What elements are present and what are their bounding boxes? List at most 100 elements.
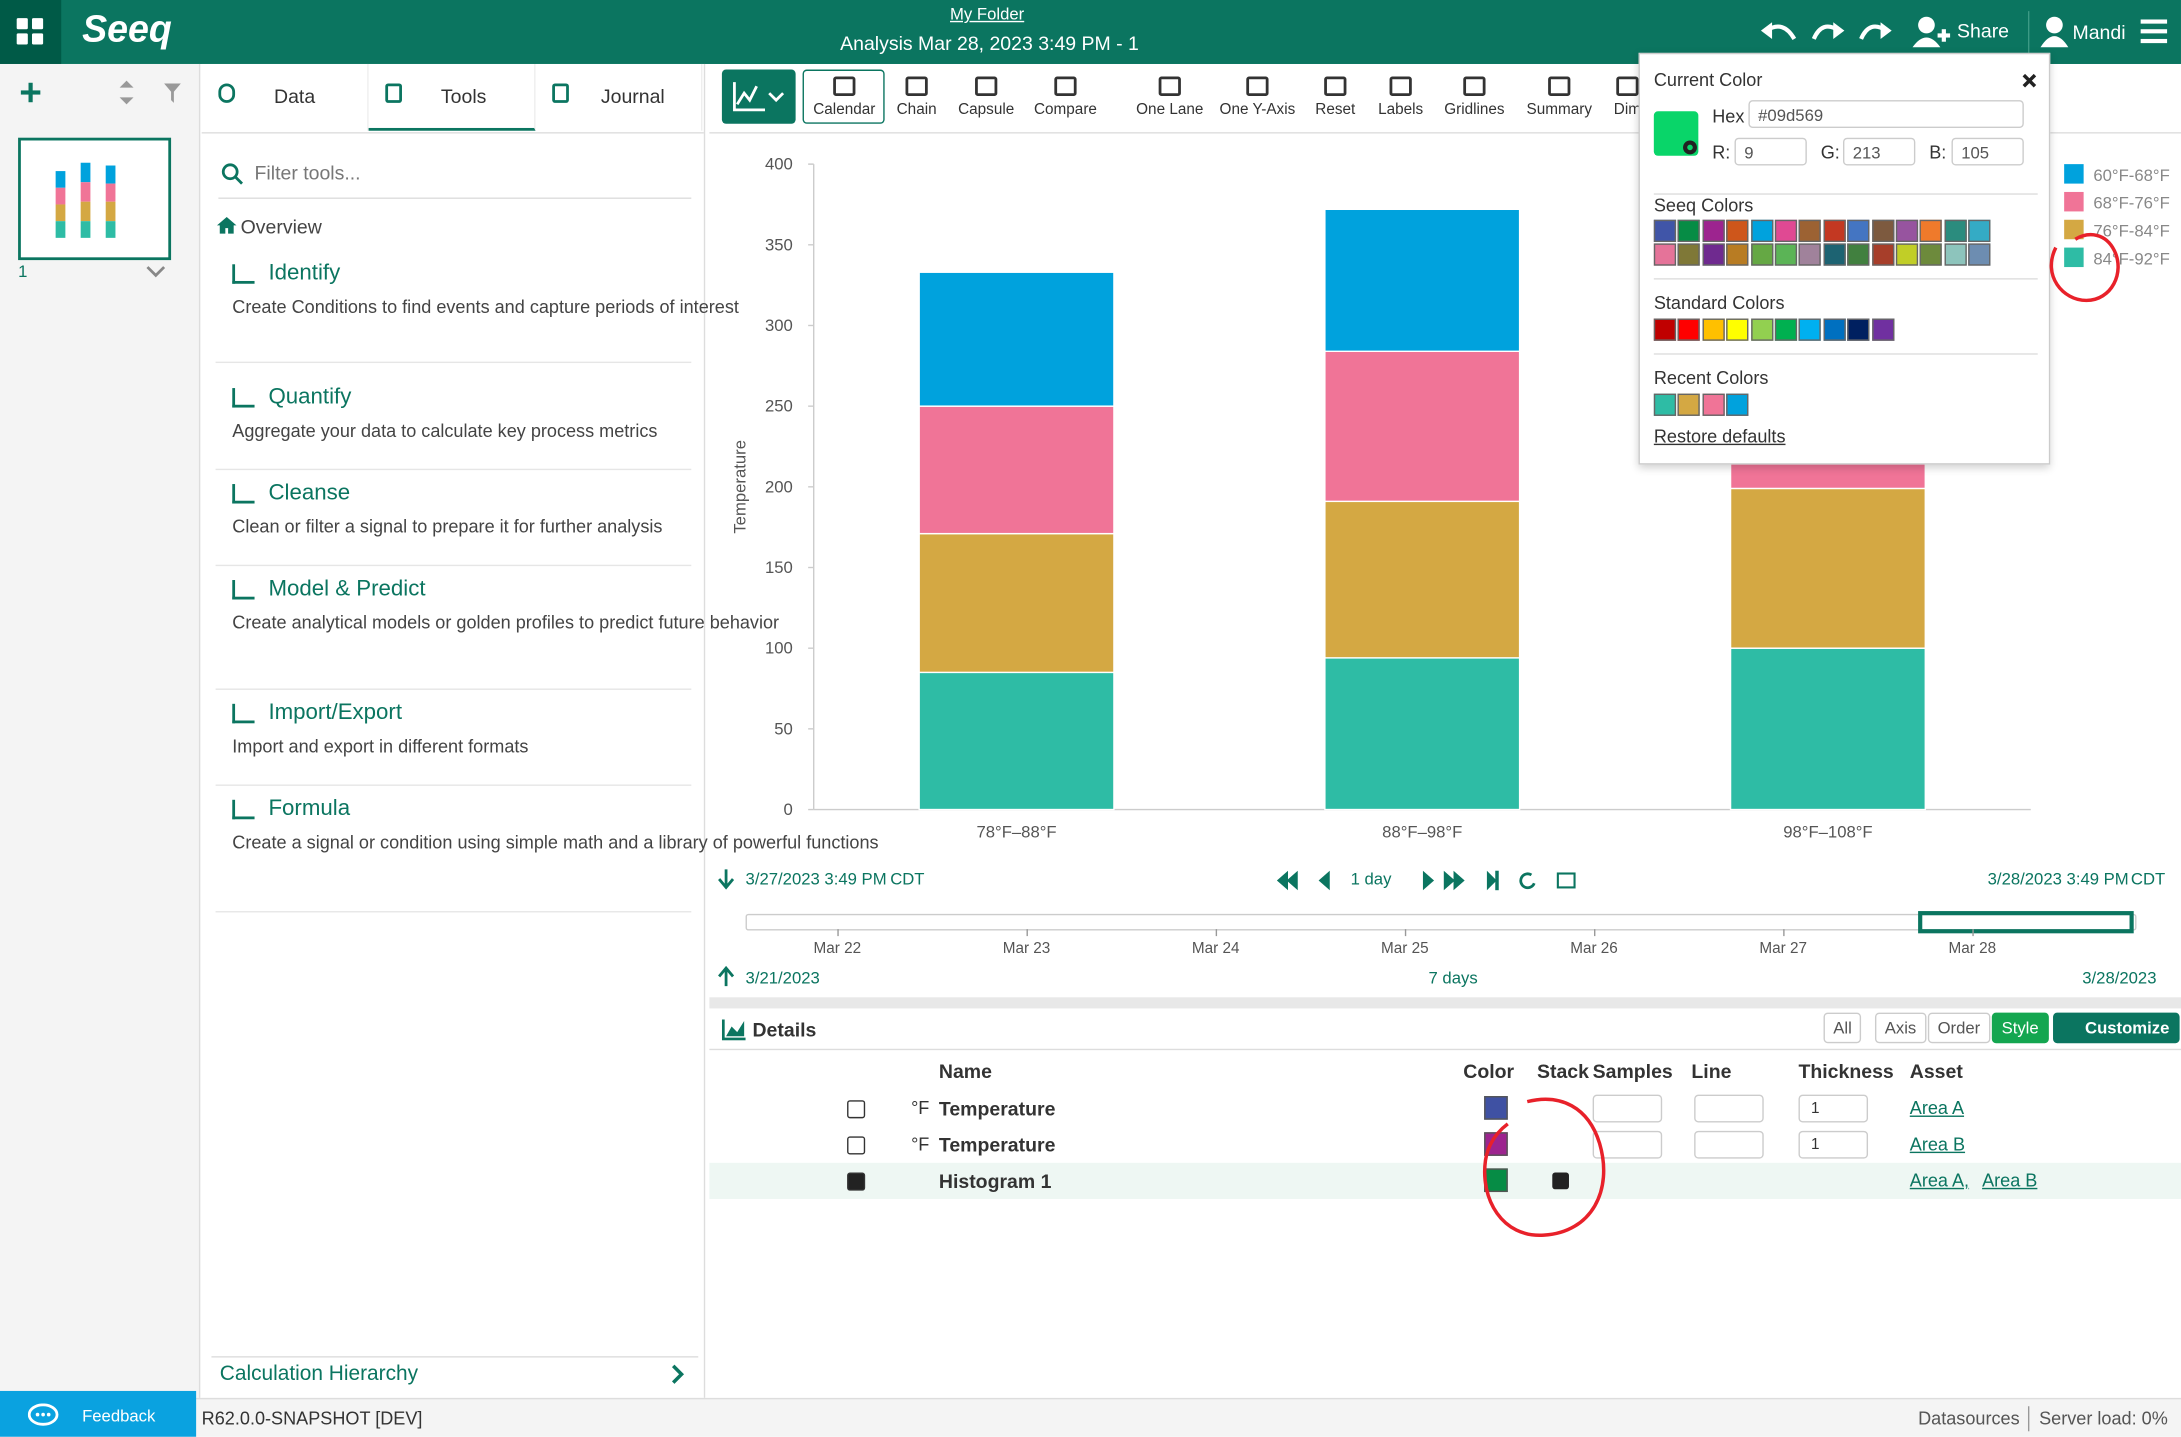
apps-button[interactable]	[0, 0, 62, 64]
column-header[interactable]: Asset	[1909, 1059, 1963, 1083]
color-option[interactable]	[1750, 219, 1773, 243]
overview-link[interactable]: Overview	[240, 215, 322, 238]
worksheet-dropdown[interactable]	[146, 264, 166, 278]
color-option[interactable]	[1871, 219, 1894, 243]
color-option[interactable]	[1726, 243, 1749, 266]
color-swatch[interactable]	[1484, 1096, 1508, 1120]
filter-box[interactable]: Filter tools...	[218, 159, 692, 199]
stack-checkbox[interactable]	[1552, 1172, 1569, 1190]
color-option[interactable]	[1799, 318, 1822, 341]
color-option[interactable]	[1847, 219, 1870, 243]
toolbar-button[interactable]: Compare	[1033, 101, 1097, 119]
details-button[interactable]: Order	[1927, 1012, 1991, 1044]
toolbar-button[interactable]: Chain	[896, 101, 937, 119]
toolbar-button[interactable]: Dim	[1613, 101, 1642, 119]
asset-link[interactable]: Area A,	[1909, 1169, 1970, 1191]
color-option[interactable]	[1944, 243, 1967, 266]
investigate-end[interactable]: 3/28/2023	[2082, 968, 2157, 988]
view-selector[interactable]	[721, 69, 796, 124]
color-option[interactable]	[1774, 243, 1798, 266]
line-select[interactable]	[1694, 1130, 1764, 1159]
color-option[interactable]	[1750, 318, 1773, 341]
column-header[interactable]: Stack	[1536, 1059, 1589, 1083]
color-option[interactable]	[1678, 243, 1701, 266]
toolbar-button[interactable]: One Y-Axis	[1219, 101, 1296, 119]
color-option[interactable]	[1726, 219, 1749, 243]
color-option[interactable]	[1847, 243, 1870, 266]
color-option[interactable]	[1944, 219, 1967, 243]
line-select[interactable]	[1694, 1094, 1764, 1123]
time-controls[interactable]	[1274, 868, 1594, 893]
color-option[interactable]	[1823, 219, 1846, 243]
toolbar-button[interactable]: One Lane	[1136, 101, 1204, 119]
samples-select[interactable]	[1592, 1094, 1663, 1123]
color-option[interactable]	[1968, 219, 1991, 243]
color-option[interactable]	[1702, 393, 1725, 416]
logo[interactable]: Seeq	[82, 8, 172, 51]
color-swatch[interactable]	[1484, 1132, 1508, 1156]
asset-link[interactable]: Area B	[1982, 1169, 2038, 1191]
undo-redo-icons[interactable]	[1755, 11, 1908, 53]
tool-item[interactable]: Model & Predict Create analytical models …	[215, 566, 779, 690]
folder-link[interactable]: My Folder	[950, 4, 1025, 24]
tab[interactable]: Tools	[368, 63, 536, 131]
tab[interactable]: Journal	[536, 63, 703, 131]
toolbar-button[interactable]: Gridlines	[1444, 101, 1505, 119]
checkbox[interactable]	[847, 1172, 866, 1191]
color-option[interactable]	[1920, 219, 1943, 243]
color-option[interactable]	[1653, 219, 1677, 243]
toolbar-button[interactable]: Summary	[1526, 101, 1592, 119]
color-option[interactable]	[1653, 318, 1677, 341]
analysis-title[interactable]: Analysis Mar 28, 2023 3:49 PM - 1	[840, 31, 1139, 55]
color-option[interactable]	[1678, 318, 1701, 341]
tool-item[interactable]: Identify Create Conditions to find events…	[215, 250, 739, 364]
color-option[interactable]	[1726, 393, 1749, 416]
user-menu[interactable]: Mandi	[2072, 20, 2126, 44]
b-input[interactable]: 105	[1951, 137, 2024, 166]
samples-select[interactable]	[1592, 1130, 1663, 1159]
column-header[interactable]: Color	[1463, 1059, 1515, 1083]
tool-item[interactable]: Import/Export Import and export in differ…	[215, 690, 692, 786]
worksheet-thumbnail[interactable]	[18, 137, 172, 261]
color-swatch[interactable]	[1484, 1168, 1508, 1193]
color-option[interactable]	[1702, 318, 1725, 341]
color-option[interactable]	[1895, 243, 1919, 266]
investigate-range-track[interactable]	[745, 913, 2137, 931]
color-option[interactable]	[1799, 243, 1822, 266]
color-option[interactable]	[1750, 243, 1773, 266]
column-header[interactable]: Line	[1691, 1059, 1732, 1083]
display-end[interactable]: 3/28/2023 3:49 PM	[1987, 869, 2129, 889]
color-option[interactable]	[1895, 219, 1919, 243]
column-header[interactable]: Samples	[1592, 1059, 1673, 1083]
details-row[interactable]: °F Temperature 1 Area B	[709, 1127, 2181, 1163]
column-header[interactable]: Thickness	[1798, 1059, 1894, 1083]
details-row[interactable]: Histogram 1 Area A, Area B	[709, 1162, 2181, 1199]
g-input[interactable]: 213	[1842, 137, 1916, 166]
color-option[interactable]	[1702, 219, 1725, 243]
restore-defaults[interactable]: Restore defaults	[1653, 425, 1786, 447]
color-option[interactable]	[1968, 243, 1991, 266]
color-option[interactable]	[1653, 243, 1677, 266]
feedback-button[interactable]: Feedback	[0, 1390, 197, 1437]
thickness-select[interactable]: 1	[1798, 1130, 1869, 1159]
close-button[interactable]	[2021, 72, 2038, 89]
details-button[interactable]: All	[1823, 1012, 1862, 1044]
color-option[interactable]	[1847, 318, 1870, 341]
menu-icon[interactable]	[2139, 17, 2170, 48]
worksheet-actions[interactable]	[17, 79, 191, 110]
color-option[interactable]	[1920, 243, 1943, 266]
thickness-select[interactable]: 1	[1798, 1094, 1869, 1123]
tab[interactable]: Data	[202, 63, 369, 131]
color-option[interactable]	[1726, 318, 1749, 341]
duration[interactable]: 1 day	[1350, 869, 1392, 889]
column-header[interactable]: Name	[938, 1059, 992, 1083]
investigate-duration[interactable]: 7 days	[1428, 968, 1478, 988]
toolbar-button[interactable]: Labels	[1378, 101, 1424, 119]
toolbar-button[interactable]: Capsule	[958, 101, 1015, 119]
details-button[interactable]: Customize	[2053, 1012, 2180, 1044]
datasources-link[interactable]: Datasources	[1918, 1407, 2020, 1429]
color-option[interactable]	[1774, 219, 1798, 243]
color-option[interactable]	[1823, 318, 1846, 341]
checkbox[interactable]	[847, 1100, 866, 1119]
color-option[interactable]	[1871, 318, 1894, 341]
